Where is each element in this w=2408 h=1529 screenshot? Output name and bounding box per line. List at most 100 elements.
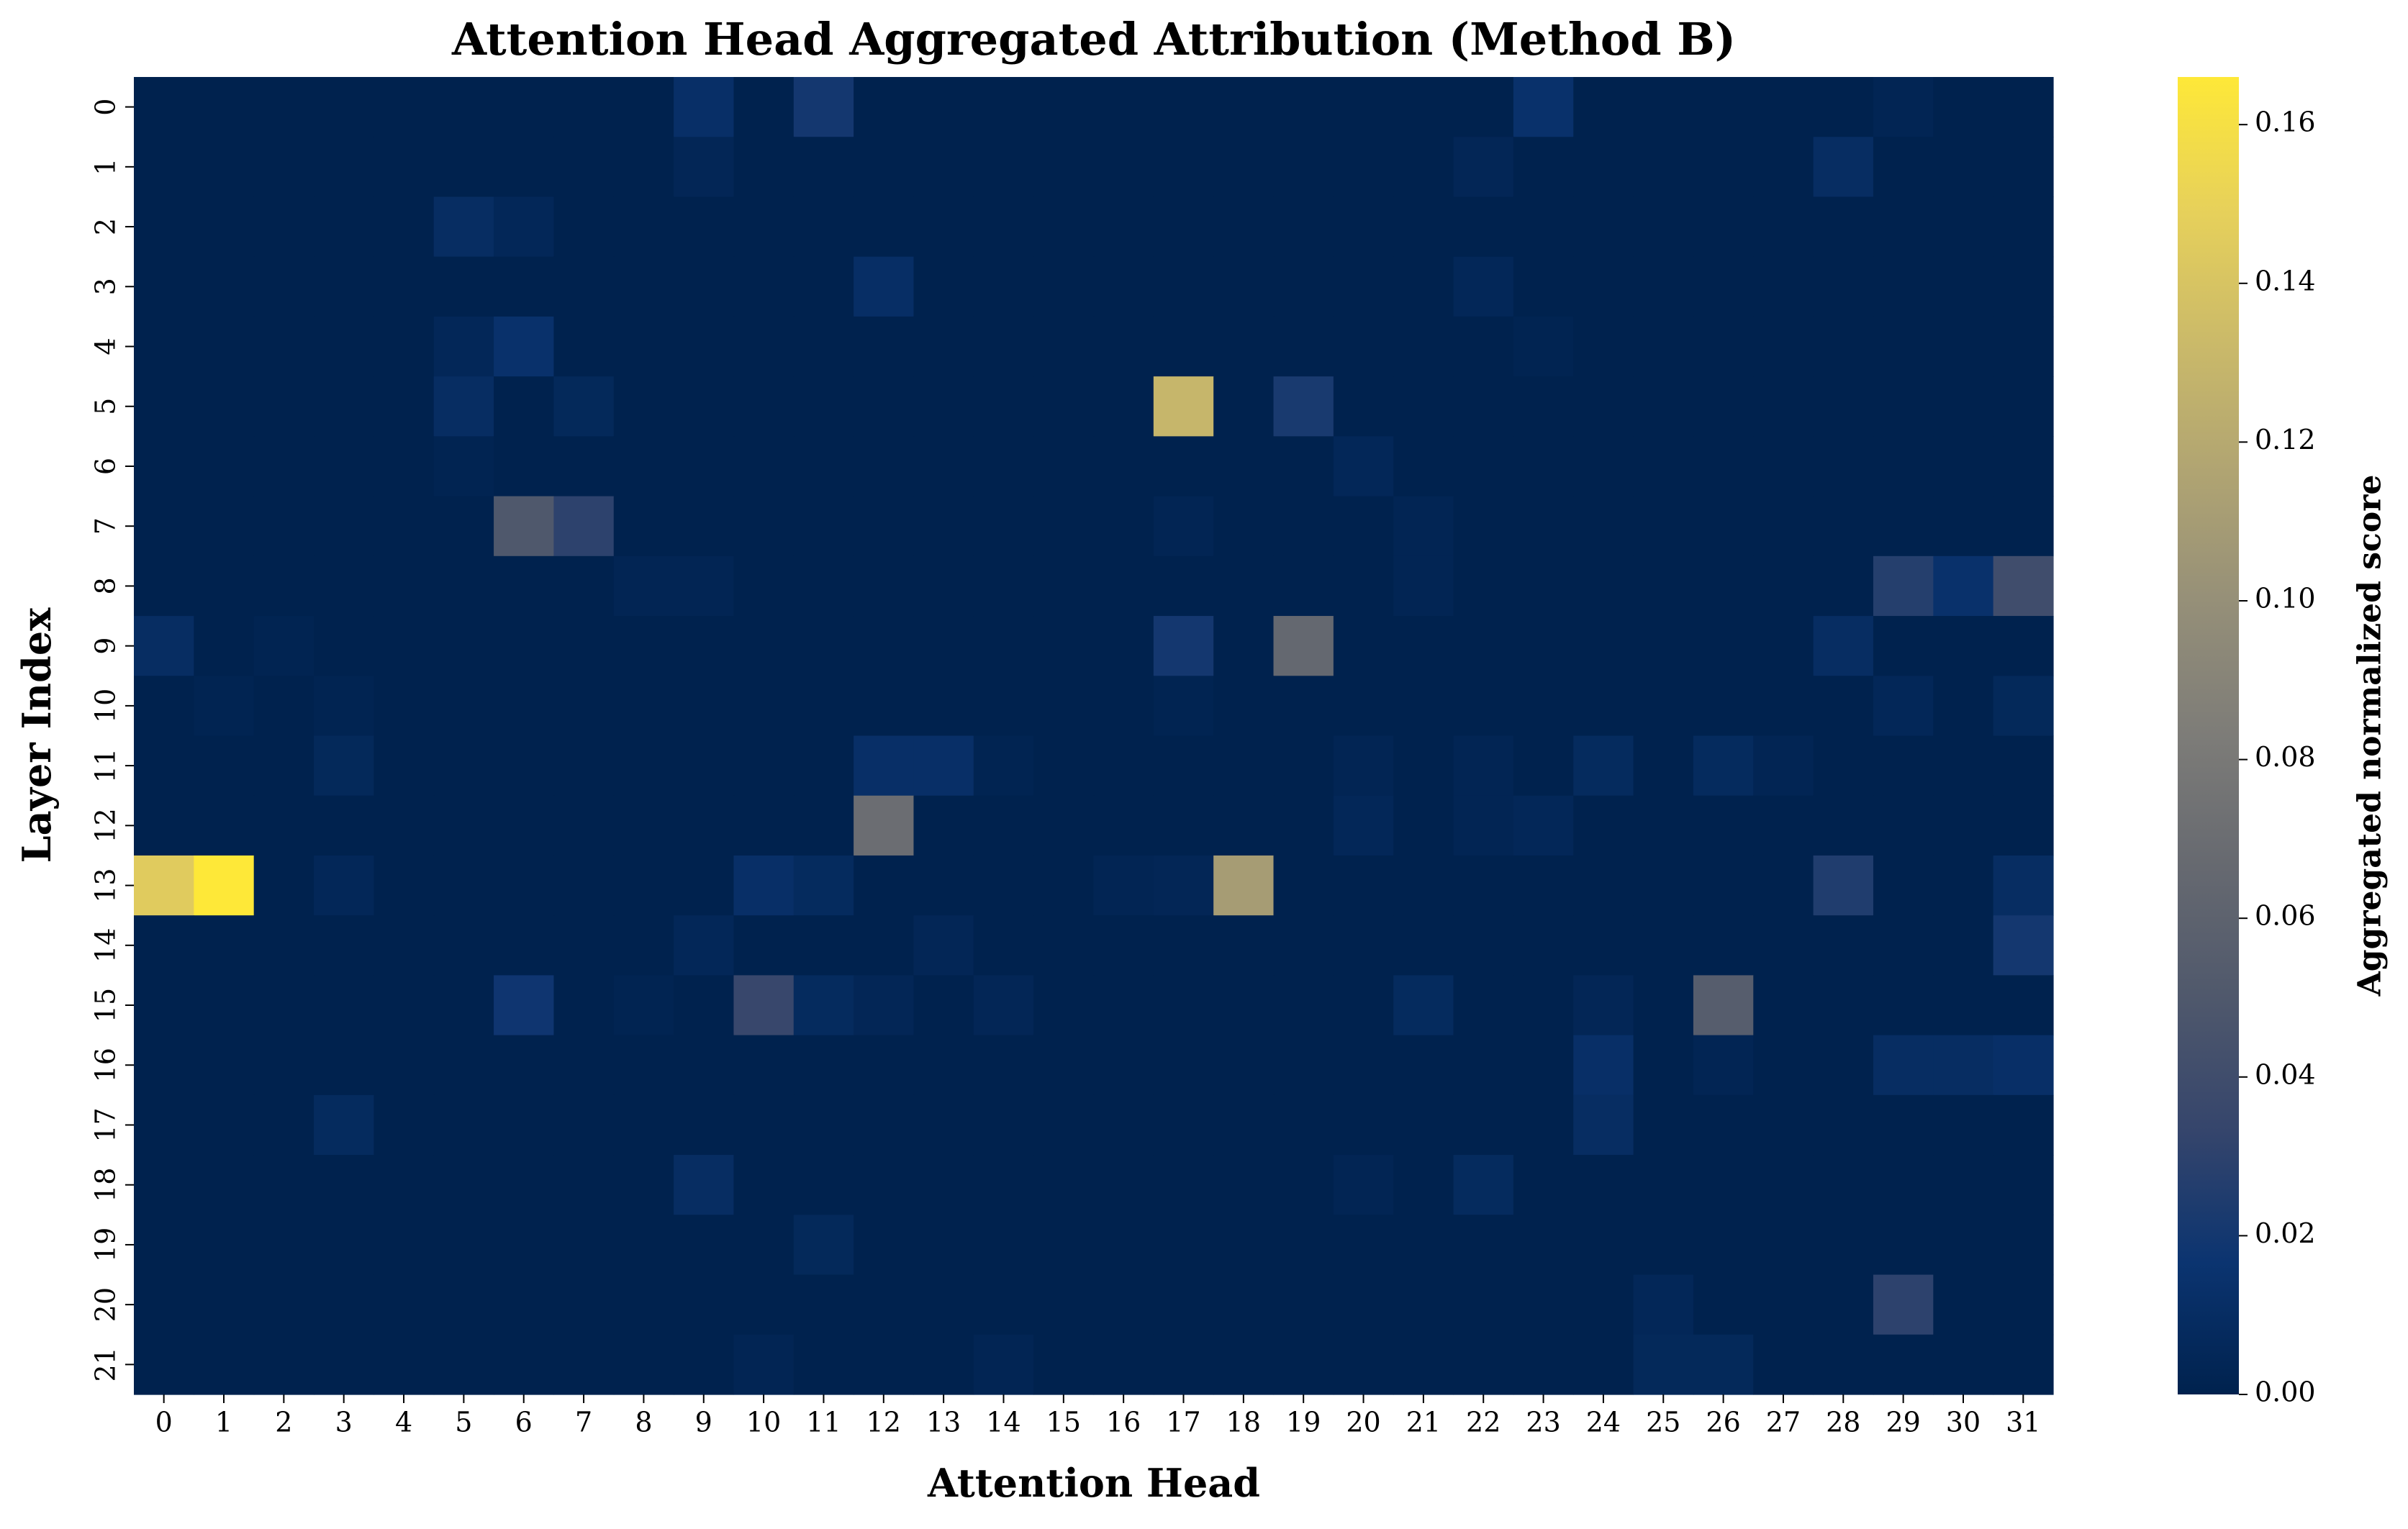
heatmap-cell: [1993, 915, 2054, 976]
heatmap-cell: [793, 196, 854, 258]
heatmap-cell: [1573, 1155, 1634, 1215]
heatmap-cell: [973, 1094, 1034, 1156]
heatmap-cell: [1273, 1334, 1334, 1395]
heatmap-cell: [854, 1215, 915, 1276]
heatmap-cell: [1093, 795, 1154, 856]
heatmap-cell: [733, 795, 795, 856]
heatmap-cell: [1453, 855, 1514, 916]
heatmap-cell: [1873, 676, 1934, 737]
heatmap-cell: [1093, 676, 1154, 737]
heatmap-cell: [1573, 496, 1634, 557]
heatmap-cell: [1633, 1215, 1694, 1276]
heatmap-cell: [553, 855, 615, 916]
heatmap-cell: [1753, 436, 1814, 497]
heatmap-cell: [433, 1035, 494, 1096]
heatmap-cell: [1393, 1215, 1454, 1276]
heatmap-cell: [613, 196, 674, 258]
heatmap-cell: [854, 256, 915, 317]
heatmap-cell: [1093, 1274, 1154, 1335]
colorbar-tick-label: 0.16: [2255, 106, 2316, 138]
heatmap-cell: [973, 616, 1034, 676]
heatmap-cell: [553, 376, 615, 437]
heatmap-cell: [253, 795, 314, 856]
colorbar-tick-label: 0.10: [2255, 582, 2316, 614]
heatmap-cell: [494, 1035, 555, 1096]
heatmap-cell: [1033, 196, 1095, 258]
heatmap-cell: [913, 795, 974, 856]
heatmap-cell: [1453, 496, 1514, 557]
heatmap-cell: [1933, 316, 1994, 377]
heatmap-cell: [1213, 1215, 1275, 1276]
heatmap-cell: [1573, 795, 1634, 856]
heatmap-cell: [1033, 855, 1095, 916]
heatmap-cell: [194, 1094, 255, 1156]
heatmap-cell: [1033, 316, 1095, 377]
heatmap-cell: [1993, 376, 2054, 437]
heatmap-cell: [194, 1274, 255, 1335]
heatmap-cell: [253, 855, 314, 916]
heatmap-cell: [134, 196, 194, 258]
heatmap-cell: [854, 1094, 915, 1156]
heatmap-cell: [613, 256, 674, 317]
heatmap-cell: [613, 555, 674, 617]
heatmap-cell: [1693, 316, 1754, 377]
heatmap-cell: [134, 1155, 194, 1215]
heatmap-cell: [674, 436, 735, 497]
heatmap-cell: [1213, 855, 1275, 916]
heatmap-cell: [1393, 975, 1454, 1036]
heatmap-cell: [674, 555, 735, 617]
heatmap-cell: [854, 555, 915, 617]
heatmap-cell: [1753, 256, 1814, 317]
heatmap-cell: [1033, 555, 1095, 617]
heatmap-cell: [494, 376, 555, 437]
heatmap-cell: [553, 915, 615, 976]
heatmap-cell: [1813, 855, 1874, 916]
x-tick-label: 20: [1346, 1407, 1380, 1438]
heatmap-cell: [1453, 436, 1514, 497]
heatmap-cell: [1153, 676, 1214, 737]
heatmap-cell: [613, 77, 674, 137]
heatmap-cell: [1933, 376, 1994, 437]
heatmap-cell: [733, 77, 795, 137]
heatmap-cell: [1153, 915, 1214, 976]
y-tick-label: 5: [90, 398, 122, 415]
heatmap-cell: [613, 316, 674, 377]
heatmap-cell: [134, 137, 194, 198]
heatmap-cell: [194, 555, 255, 617]
heatmap-cell: [973, 1215, 1034, 1276]
heatmap-cell: [374, 975, 435, 1036]
heatmap-cell: [433, 855, 494, 916]
heatmap-cell: [1693, 1334, 1754, 1395]
heatmap-cell: [1813, 376, 1874, 437]
heatmap-cell: [733, 137, 795, 198]
heatmap-cell: [674, 735, 735, 797]
heatmap-cell: [1873, 1035, 1934, 1096]
heatmap-cell: [553, 1334, 615, 1395]
heatmap-cell: [1753, 735, 1814, 797]
heatmap-cell: [1333, 975, 1394, 1036]
heatmap-cell: [1513, 1334, 1574, 1395]
heatmap-cell: [1213, 137, 1275, 198]
heatmap-cell: [314, 376, 374, 437]
heatmap-cell: [854, 1334, 915, 1395]
heatmap-cell: [1093, 1094, 1154, 1156]
heatmap-cell: [553, 256, 615, 317]
heatmap-cell: [1153, 137, 1214, 198]
heatmap-cell: [1573, 855, 1634, 916]
heatmap-cell: [1213, 1035, 1275, 1096]
heatmap-cell: [1273, 316, 1334, 377]
heatmap-cell: [553, 496, 615, 557]
heatmap-cell: [1033, 1035, 1095, 1096]
heatmap-cell: [733, 256, 795, 317]
heatmap-cell: [793, 1334, 854, 1395]
heatmap-cell: [1633, 975, 1694, 1036]
heatmap-cell: [253, 1334, 314, 1395]
x-tick-label: 8: [635, 1407, 652, 1438]
heatmap-cell: [1333, 735, 1394, 797]
x-tick-label: 1: [215, 1407, 232, 1438]
heatmap-cell: [1993, 1035, 2054, 1096]
heatmap-cell: [1753, 496, 1814, 557]
heatmap-cell: [733, 376, 795, 437]
heatmap-cell: [1813, 436, 1874, 497]
heatmap-cell: [314, 975, 374, 1036]
